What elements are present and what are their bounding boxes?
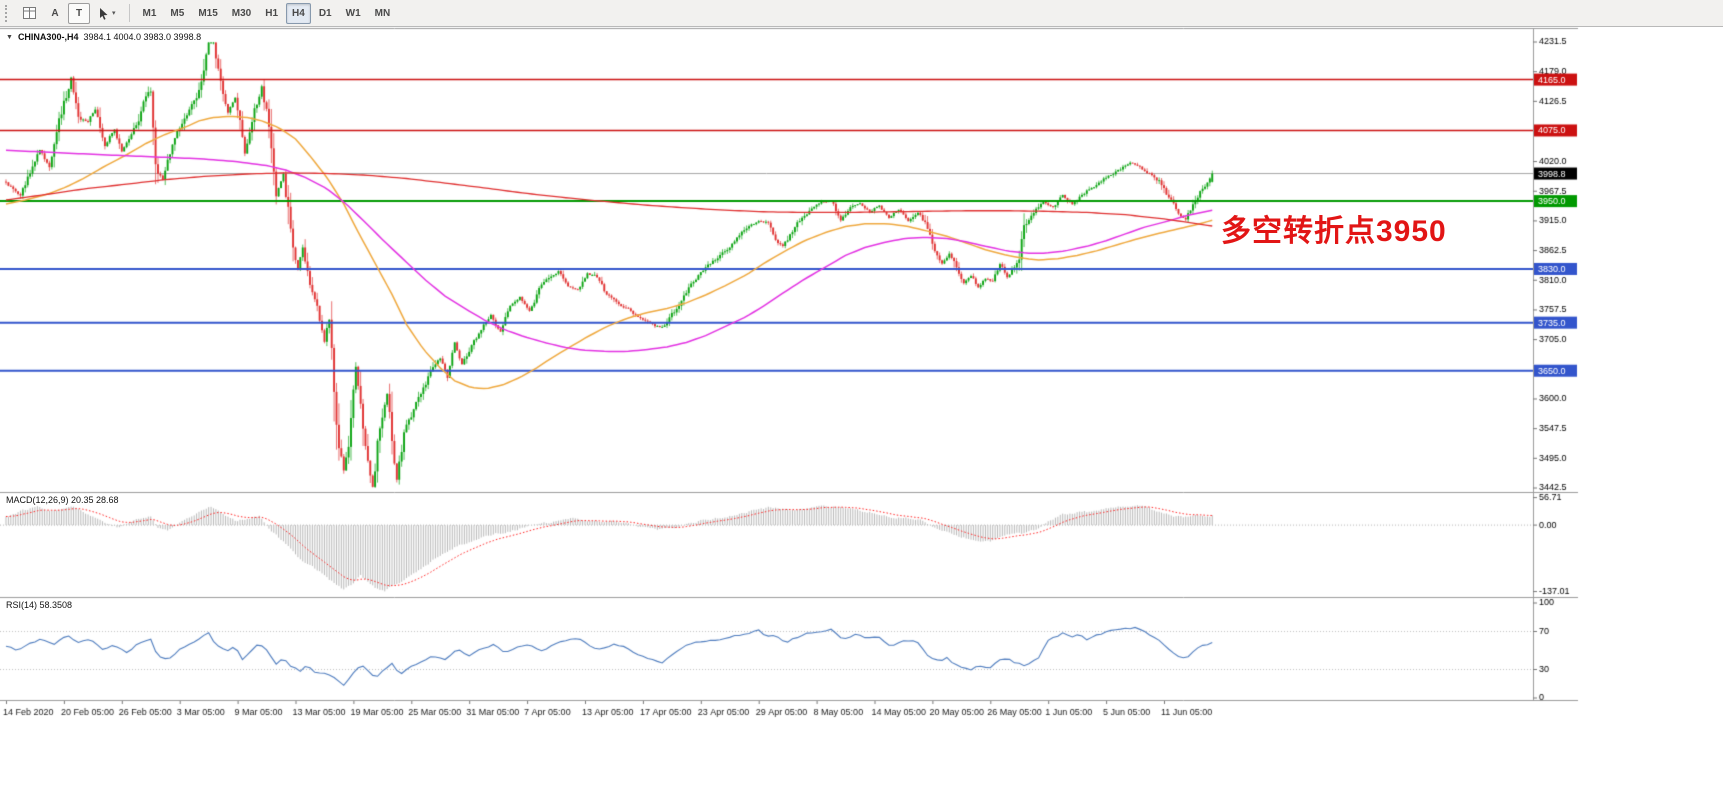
toolbar-grip[interactable]: [5, 4, 11, 22]
annotation-text[interactable]: 多空转折点3950: [1221, 215, 1447, 248]
timeframe-button-w1[interactable]: W1: [340, 3, 367, 24]
chart-header: ▼ CHINA300-,H4 3984.1 4004.0 3983.0 3998…: [6, 32, 201, 42]
letter-a-label: A: [51, 7, 59, 19]
cursor-tool-button[interactable]: ▾: [92, 3, 122, 24]
macd-label: MACD(12,26,9) 20.35 28.68: [6, 495, 119, 505]
rsi-label: RSI(14) 58.3508: [6, 600, 73, 610]
chart-grid-button[interactable]: [17, 3, 42, 24]
toolbar-separator: [128, 4, 130, 22]
chart-canvas[interactable]: [0, 27, 1723, 790]
timeframe-button-m5[interactable]: M5: [164, 3, 190, 24]
chevron-down-icon: ▾: [112, 10, 116, 17]
timeframe-button-mn[interactable]: MN: [369, 3, 397, 24]
timeframe-button-m15[interactable]: M15: [192, 3, 223, 24]
toolbar: A T ▾ M1 M5 M15 M30 H1 H4 D1 W1 MN: [0, 0, 1723, 27]
timeframe-button-h1[interactable]: H1: [259, 3, 284, 24]
annotate-a-button[interactable]: A: [44, 3, 66, 24]
timeframe-button-h4[interactable]: H4: [286, 2, 311, 24]
timeframe-button-m30[interactable]: M30: [226, 3, 257, 24]
timeframe-buttons: M1 M5 M15 M30 H1 H4 D1 W1 MN: [136, 2, 398, 24]
grid-icon: [23, 7, 36, 19]
letter-t-label: T: [75, 7, 83, 19]
collapse-triangle-icon[interactable]: ▼: [6, 33, 13, 41]
timeframe-button-d1[interactable]: D1: [313, 3, 338, 24]
cursor-icon: [100, 7, 108, 20]
ohlc-readout: 3984.1 4004.0 3983.0 3998.8: [83, 32, 202, 42]
text-tool-button[interactable]: T: [68, 2, 90, 24]
timeframe-button-m1[interactable]: M1: [137, 3, 163, 24]
symbol-title: CHINA300-,H4: [17, 32, 79, 42]
